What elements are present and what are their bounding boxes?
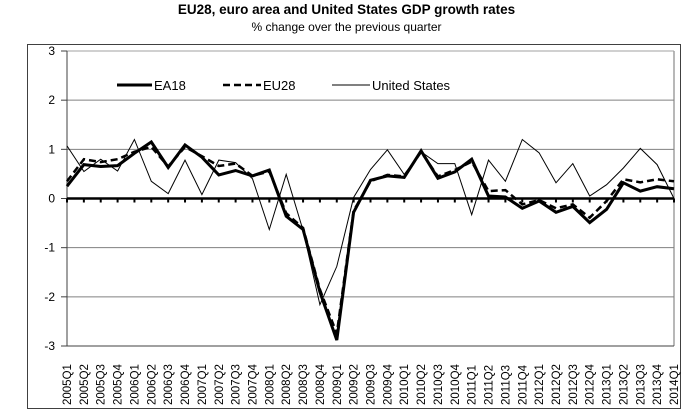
- chart-title: EU28, euro area and United States GDP gr…: [177, 2, 516, 17]
- legend-label: EA18: [154, 78, 186, 93]
- x-axis: 2005Q1 2005Q2 2005Q3 2005Q4 2006Q1 2006Q2 2006…: [62, 197, 681, 405]
- x-tick-label: 2012Q1: [534, 364, 546, 405]
- x-tick-label: 2008Q3: [298, 364, 310, 405]
- x-tick-label: 2013Q4: [652, 363, 664, 405]
- x-tick-label: 2005Q2: [79, 364, 91, 405]
- x-tick-label: 2011Q4: [517, 364, 529, 405]
- legend-label: EU28: [263, 78, 296, 93]
- x-tick-label: 2009Q4: [382, 363, 394, 405]
- x-tick-label: 2010Q4: [450, 363, 462, 405]
- y-tick-label: 3: [48, 44, 55, 58]
- series-line-united-states: [66, 138, 675, 307]
- x-tick-label: 2008Q1: [264, 364, 276, 405]
- x-tick-label: 2011Q2: [484, 365, 496, 405]
- x-tick-label: 2005Q4: [113, 363, 125, 405]
- x-tick-label: 2008Q4: [315, 363, 327, 405]
- x-tick-label: 2007Q4: [247, 363, 259, 405]
- x-tick-label: 2007Q1: [197, 364, 209, 405]
- y-tick-label: -2: [44, 290, 55, 304]
- legend: EA18 EU28 United States: [117, 78, 451, 93]
- chart-subtitle: % change over the previous quarter: [251, 20, 442, 34]
- x-tick-label: 2009Q2: [349, 364, 361, 405]
- y-axis: 3 2 1 0 -1 -2 -3: [44, 44, 68, 353]
- x-tick-label: 2010Q3: [433, 364, 445, 405]
- x-tick-label: 2011Q1: [467, 365, 479, 405]
- y-tick-label: 2: [48, 93, 55, 107]
- legend-label: United States: [372, 78, 451, 93]
- x-tick-label: 2006Q1: [129, 364, 141, 405]
- series-line-eu28: [66, 145, 675, 335]
- x-tick-label: 2005Q1: [62, 364, 74, 405]
- chart-frame: [27, 44, 681, 409]
- x-tick-label: 2007Q2: [214, 364, 226, 405]
- x-tick-label: 2010Q1: [399, 364, 411, 405]
- x-tick-label: 2011Q3: [500, 365, 512, 405]
- y-tick-label: 0: [48, 192, 55, 206]
- x-tick-label: 2009Q1: [332, 364, 344, 405]
- x-tick-label: 2013Q2: [618, 364, 630, 405]
- x-tick-label: 2013Q3: [635, 364, 647, 405]
- series-lines: [65, 138, 675, 341]
- x-tick-label: 2012Q3: [568, 364, 580, 405]
- x-tick-label: 2013Q1: [602, 364, 614, 405]
- x-tick-label: 2009Q3: [366, 364, 378, 405]
- x-tick-label: 2012Q2: [551, 364, 563, 405]
- x-tick-label: 2007Q3: [231, 364, 243, 405]
- x-tick-label: 2006Q2: [146, 364, 158, 405]
- x-tick-label: 2006Q3: [163, 364, 175, 405]
- x-tick-label: 2005Q3: [96, 364, 108, 405]
- x-tick-label: 2008Q2: [281, 364, 293, 405]
- x-tick-label: 2012Q4: [585, 363, 597, 405]
- x-tick-label: 2014Q1: [669, 364, 681, 405]
- series-line-ea18: [65, 139, 675, 341]
- y-tick-label: 1: [48, 142, 55, 156]
- x-tick-label: 2010Q2: [416, 364, 428, 405]
- y-tick-label: -1: [44, 241, 55, 255]
- y-tick-label: -3: [44, 339, 55, 353]
- x-tick-label: 2006Q4: [180, 363, 192, 405]
